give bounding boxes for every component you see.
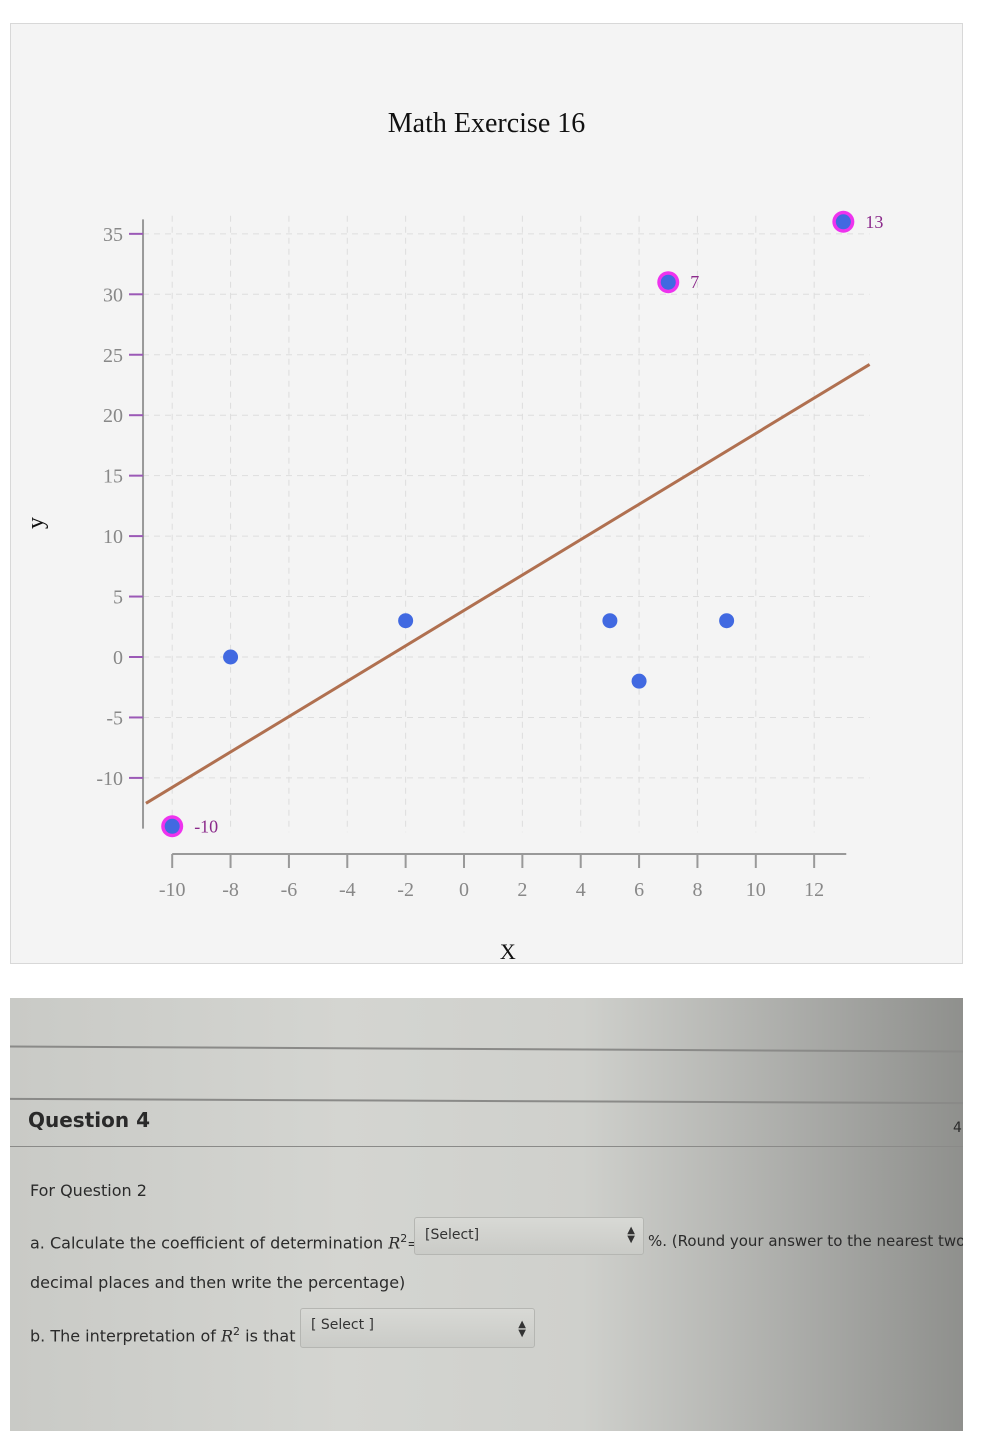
- x-axis-label: X: [500, 939, 516, 964]
- y-tick-label: 15: [103, 466, 123, 488]
- equals-sign: =: [407, 1236, 419, 1252]
- r-squared-symbol: R: [388, 1233, 401, 1253]
- superscript: 2: [233, 1325, 241, 1338]
- divider: [10, 1146, 963, 1147]
- data-point: [164, 818, 180, 834]
- x-tick-label: -4: [339, 879, 356, 901]
- superscript: 2: [400, 1232, 408, 1245]
- r2-select-dropdown[interactable]: [Select] ▲ ▼: [414, 1217, 644, 1255]
- updown-arrow-icon: ▲ ▼: [627, 1225, 635, 1245]
- part-a-suffix: %. (Round your answer to the nearest two: [648, 1232, 963, 1250]
- x-tick-label: -6: [281, 879, 298, 901]
- part-a-text: a. Calculate the coefficient of determin…: [30, 1232, 419, 1252]
- point-label: -10: [194, 816, 218, 836]
- divider: [10, 1045, 963, 1053]
- data-point: [835, 214, 851, 230]
- point-label: 7: [690, 272, 699, 292]
- part-a-line2: decimal places and then write the percen…: [30, 1273, 406, 1292]
- scatter-plot: 35 30 25 20 15 10 5 0 -5 -10 -10 -8 -6 -4 -2 0 2 4 6 8 10 12 X…: [23, 210, 883, 964]
- y-tick-label: -10: [96, 768, 123, 790]
- select-label: [Select]: [425, 1227, 480, 1243]
- divider: [10, 1097, 963, 1105]
- y-tick-label: 25: [103, 345, 123, 367]
- data-point: [660, 274, 676, 290]
- data-point: [398, 613, 414, 629]
- y-tick-label: 0: [113, 647, 123, 669]
- y-tick-label: 5: [113, 587, 123, 609]
- x-tick-label: -2: [397, 879, 414, 901]
- r-squared-symbol: R: [221, 1326, 234, 1346]
- question-title: Question 4: [28, 1108, 150, 1132]
- regression-line: [145, 363, 871, 805]
- updown-arrow-icon: ▲ ▼: [518, 1319, 526, 1339]
- data-point: [223, 649, 239, 665]
- y-tick-label: 10: [103, 526, 123, 548]
- question-intro: For Question 2: [30, 1181, 147, 1200]
- interpretation-select-dropdown[interactable]: [ Select ] ▲ ▼: [300, 1308, 535, 1348]
- data-point: [719, 613, 735, 629]
- y-tick-label: 20: [103, 405, 123, 427]
- x-tick-label: 4: [576, 879, 586, 901]
- part-b-prefix: b. The interpretation of: [30, 1326, 221, 1346]
- x-tick-label: -8: [222, 879, 239, 901]
- data-point: [631, 673, 647, 689]
- part-b-text: b. The interpretation of R2 is that: [30, 1325, 296, 1345]
- y-axis-label: y: [23, 517, 49, 529]
- data-point: [602, 613, 618, 629]
- y-tick-label: -5: [106, 707, 123, 729]
- y-tick-label: 35: [103, 224, 123, 246]
- question-panel: Question 4 4 For Question 2 a. Calculate…: [10, 998, 963, 1431]
- x-tick-label: -10: [159, 879, 186, 901]
- chart-title: Math Exercise 16: [387, 108, 586, 139]
- select-label: [ Select ]: [311, 1317, 375, 1333]
- point-label: 13: [865, 212, 883, 232]
- part-b-middle: is that: [240, 1326, 296, 1346]
- x-tick-label: 2: [517, 879, 527, 901]
- x-tick-label: 10: [746, 879, 766, 901]
- x-tick-label: 12: [804, 879, 824, 901]
- question-number: 4: [953, 1120, 962, 1136]
- y-tick-label: 30: [103, 284, 123, 306]
- x-tick-label: 8: [692, 879, 702, 901]
- x-tick-label: 6: [634, 879, 644, 901]
- part-a-prefix: a. Calculate the coefficient of determin…: [30, 1233, 389, 1253]
- x-tick-label: 0: [459, 879, 469, 901]
- chart-panel: Math Exercise 16 35 30 25 20 15 10 5 0 -5 -10 -10-…: [10, 23, 963, 964]
